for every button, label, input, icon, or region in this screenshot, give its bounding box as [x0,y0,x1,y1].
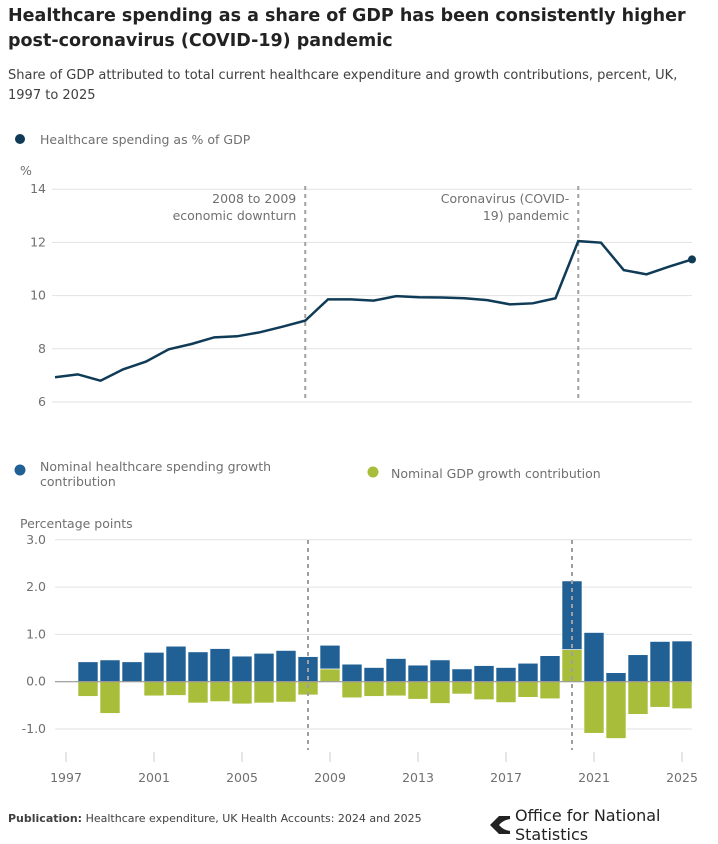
bar-gdp [187,681,209,704]
bar-gdp [253,681,275,704]
bar-gdp [77,681,99,697]
bar-gdp [231,681,253,705]
y-tick-label: 12 [30,234,46,249]
chart-title: Healthcare spending as a share of GDP ha… [8,6,686,51]
line-point [688,255,696,264]
x-tick-label: 2013 [402,770,434,785]
bar-gdp [517,681,539,698]
x-tick-label: 2005 [226,770,258,785]
bar-gdp [429,681,451,704]
bar-gdp [363,681,385,697]
bar-gdp [495,681,517,703]
legend-label-healthcare: Nominal healthcare spending growth [40,459,271,474]
bar-healthcare [99,659,121,683]
y-axis-label: % [20,163,32,178]
ons-logo: Office for National Statistics [490,806,718,844]
bar-gdp [407,681,429,700]
bar-healthcare [253,653,275,683]
bar-gdp [451,681,473,695]
y-tick-label: 2.0 [26,579,46,594]
x-tick-label: 2001 [138,770,170,785]
bar-healthcare [671,640,693,682]
bar-healthcare [231,655,253,683]
legend-marker-gdp [367,466,379,478]
bar-gdp [583,681,605,734]
bar-healthcare [649,641,671,682]
bar-healthcare [341,663,363,682]
legend-label-gdp: Nominal GDP growth contribution [391,466,601,481]
legend-marker-line [15,134,25,144]
bar-healthcare [407,664,429,683]
bar-healthcare [517,662,539,682]
x-tick-label: 1997 [50,770,82,785]
bar-healthcare [319,644,341,670]
bar-healthcare [143,652,165,683]
bar-healthcare [385,658,407,683]
bar-gdp [671,681,693,709]
bar-gdp [319,668,341,683]
y-tick-label: 1.0 [26,626,46,641]
bar-healthcare [363,667,385,683]
ons-logo-icon [490,816,510,834]
x-tick-label: 2025 [666,770,698,785]
bar-healthcare [473,665,495,682]
bar-gdp [627,681,649,715]
bar-gdp [165,681,187,696]
bar-healthcare [495,667,517,683]
annotation-label: 19) pandemic [483,208,570,223]
y-tick-label: 8 [38,341,46,356]
bar-gdp [209,681,231,702]
bar-healthcare [429,659,451,683]
ons-logo-text: Office for National Statistics [514,806,661,844]
bar-healthcare [451,668,473,683]
x-tick-label: 2021 [578,770,610,785]
y-axis-label-bars: Percentage points [20,516,133,531]
chart-subtitle: Share of GDP attributed to total current… [8,68,678,103]
bar-gdp [385,681,407,697]
publication-link[interactable]: Healthcare expenditure, UK Health Accoun… [85,812,422,825]
bar-healthcare [627,654,649,683]
publication-footer: Publication: Healthcare expenditure, UK … [8,812,422,825]
line-series [54,239,693,383]
y-tick-label: 3.0 [26,532,46,547]
bar-healthcare [165,645,187,682]
bar-healthcare [539,655,561,682]
y-tick-label: 0.0 [26,674,46,689]
bar-gdp [473,681,495,700]
publication-label: Publication: [8,812,83,825]
bar-healthcare [583,632,605,682]
annotation-label: economic downturn [173,208,297,223]
y-tick-label: 10 [30,288,46,303]
x-tick-label: 2017 [490,770,522,785]
x-tick-label: 2009 [314,770,346,785]
bar-healthcare [77,661,99,682]
bar-gdp [275,681,297,703]
legend-label-healthcare-cont: contribution [40,474,116,489]
bar-healthcare [605,672,627,683]
bar-gdp [539,681,561,700]
bar-healthcare [121,661,143,682]
annotation-label: 2008 to 2009 [212,191,296,206]
legend-marker-healthcare [14,464,26,476]
bar-healthcare [187,651,209,683]
bar-gdp [605,681,627,739]
y-tick-label: 6 [38,394,46,409]
bar-gdp [143,681,165,697]
bar-healthcare [209,648,231,683]
bar-gdp [341,681,363,699]
y-tick-label: -1.0 [22,721,46,736]
y-tick-label: 14 [30,181,46,196]
bar-healthcare [275,650,297,682]
bar-gdp [99,681,121,714]
charts: Healthcare spending as % of GDP% 6 8 10 12 14… [14,132,698,785]
annotation-label: Coronavirus (COVID- [441,191,570,206]
legend-label-line: Healthcare spending as % of GDP [40,132,251,147]
bar-gdp [649,681,671,708]
